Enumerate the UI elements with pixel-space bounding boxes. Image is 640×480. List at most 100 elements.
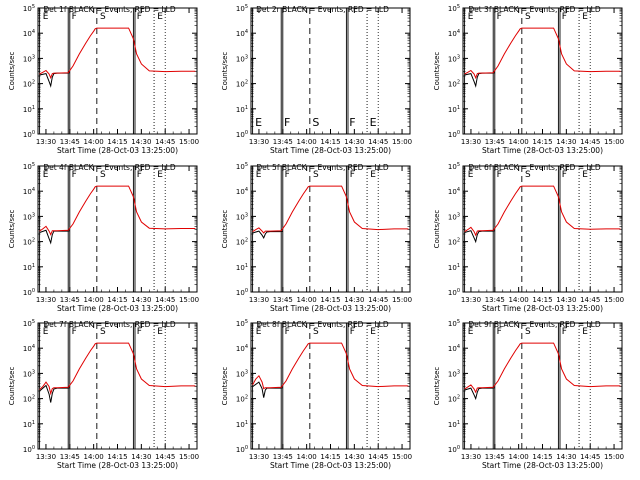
y-tick-exponent: 0 <box>245 445 248 451</box>
panel-title: Det 1f BLACK = Events, RED = LLD <box>43 5 176 14</box>
time-marker-label: E <box>468 327 474 337</box>
series-line-lld <box>39 27 196 80</box>
x-tick-label: 14:45 <box>580 453 600 461</box>
x-tick-label: 15:00 <box>179 453 199 461</box>
y-tick-exponent: 3 <box>457 212 460 218</box>
y-tick-label: 102 <box>448 238 460 247</box>
x-tick-label: 14:15 <box>107 296 127 304</box>
y-tick-label: 105 <box>236 4 248 13</box>
y-tick-exponent: 5 <box>32 319 35 325</box>
y-tick-label: 100 <box>236 445 248 454</box>
time-marker-label: F <box>350 170 355 180</box>
x-tick-label: 14:30 <box>556 138 576 146</box>
time-marker-label: E <box>43 327 49 337</box>
panel-title: Det 3f BLACK = Events, RED = LLD <box>468 5 601 14</box>
y-tick-exponent: 3 <box>32 369 35 375</box>
panel-title: Det 9f BLACK = Events, RED = LLD <box>468 320 601 329</box>
y-tick-exponent: 2 <box>245 80 248 86</box>
time-marker-label: F <box>137 12 142 22</box>
time-marker-label: E <box>256 327 262 337</box>
time-marker-label: E <box>157 170 163 180</box>
series-line-events <box>464 72 495 88</box>
y-tick-exponent: 2 <box>32 80 35 86</box>
y-tick-exponent: 0 <box>245 130 248 136</box>
time-marker-label: E <box>256 170 262 180</box>
time-marker-label: E <box>157 12 163 22</box>
panel-title: Det 2r BLACK = Events, RED = LLD <box>256 5 389 14</box>
y-axis-title: Counts/sec <box>433 210 441 249</box>
x-tick-label: 14:15 <box>107 138 127 146</box>
y-tick-label: 102 <box>236 238 248 247</box>
time-marker-label: E <box>582 170 588 180</box>
y-tick-label: 102 <box>448 395 460 404</box>
time-marker-label: S <box>312 116 319 129</box>
y-tick-label: 103 <box>236 369 248 378</box>
y-tick-label: 102 <box>23 395 35 404</box>
x-tick-label: 14:00 <box>509 453 529 461</box>
y-tick-label: 103 <box>236 54 248 63</box>
time-marker-label: F <box>562 170 567 180</box>
time-marker-label: F <box>284 116 290 129</box>
x-tick-label: 14:00 <box>509 138 529 146</box>
y-tick-exponent: 4 <box>457 344 460 350</box>
x-tick-label: 14:45 <box>155 453 175 461</box>
y-tick-label: 105 <box>236 162 248 171</box>
x-tick-label: 15:00 <box>179 296 199 304</box>
x-tick-label: 14:45 <box>368 296 388 304</box>
y-tick-exponent: 0 <box>32 288 35 294</box>
x-tick-label: 13:45 <box>273 453 293 461</box>
y-tick-exponent: 5 <box>457 319 460 325</box>
y-tick-exponent: 5 <box>32 162 35 168</box>
x-tick-label: 15:00 <box>604 453 624 461</box>
y-tick-exponent: 4 <box>32 29 35 35</box>
y-tick-label: 105 <box>23 162 35 171</box>
y-tick-exponent: 2 <box>457 80 460 86</box>
y-tick-label: 102 <box>23 238 35 247</box>
x-tick-label: 14:30 <box>344 138 364 146</box>
y-tick-label: 105 <box>448 319 460 328</box>
y-tick-label: 103 <box>23 212 35 221</box>
x-tick-label: 13:30 <box>36 296 56 304</box>
y-tick-label: 100 <box>23 130 35 139</box>
y-tick-exponent: 4 <box>457 29 460 35</box>
y-tick-label: 104 <box>236 344 248 353</box>
y-tick-label: 103 <box>448 54 460 63</box>
time-marker-label: F <box>350 327 355 337</box>
time-marker-label: F <box>562 327 567 337</box>
y-tick-label: 102 <box>448 80 460 89</box>
x-tick-label: 13:30 <box>461 138 481 146</box>
x-tick-label: 13:45 <box>273 138 293 146</box>
x-tick-label: 13:30 <box>36 138 56 146</box>
x-axis-title: Start Time (28-Oct-03 13:25:00) <box>270 461 391 470</box>
x-tick-label: 15:00 <box>392 138 412 146</box>
series-line-events <box>39 384 70 403</box>
x-tick-label: 13:45 <box>60 138 80 146</box>
x-tick-label: 14:00 <box>84 296 104 304</box>
x-tick-label: 14:30 <box>556 296 576 304</box>
y-tick-label: 102 <box>236 80 248 89</box>
y-tick-label: 102 <box>23 80 35 89</box>
x-tick-label: 14:45 <box>580 296 600 304</box>
x-tick-label: 14:15 <box>320 453 340 461</box>
time-marker-label: S <box>525 12 531 22</box>
y-tick-exponent: 4 <box>245 29 248 35</box>
series-line-lld <box>252 185 409 234</box>
y-tick-label: 105 <box>448 4 460 13</box>
time-marker-label: S <box>100 12 106 22</box>
x-tick-label: 14:45 <box>368 453 388 461</box>
time-marker-label: F <box>497 12 502 22</box>
series-line-events <box>252 230 283 240</box>
x-tick-label: 14:45 <box>155 296 175 304</box>
time-marker-label: E <box>157 327 163 337</box>
y-axis-title: Counts/sec <box>8 210 16 249</box>
y-tick-exponent: 0 <box>457 130 460 136</box>
y-tick-exponent: 2 <box>457 395 460 401</box>
y-tick-exponent: 5 <box>245 162 248 168</box>
time-marker-label: F <box>72 327 77 337</box>
time-marker-label: E <box>370 170 376 180</box>
y-tick-exponent: 3 <box>245 369 248 375</box>
time-marker-label: F <box>137 327 142 337</box>
y-tick-label: 105 <box>236 319 248 328</box>
